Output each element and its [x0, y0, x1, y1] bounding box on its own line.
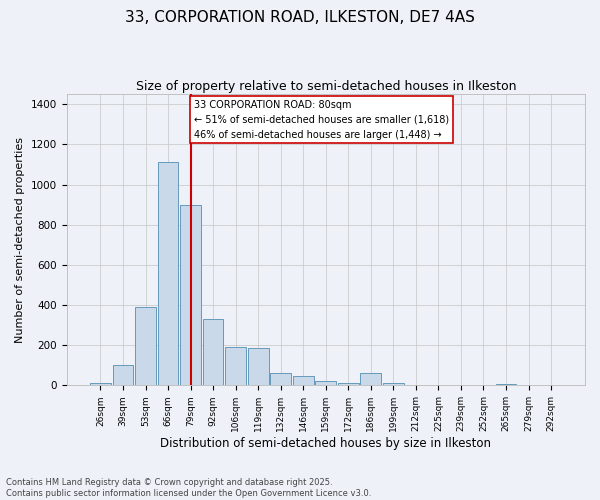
Text: Contains HM Land Registry data © Crown copyright and database right 2025.
Contai: Contains HM Land Registry data © Crown c…: [6, 478, 371, 498]
Bar: [225, 347, 246, 386]
Bar: [135, 307, 156, 386]
Bar: [496, 384, 517, 386]
Bar: [90, 384, 111, 386]
Bar: [203, 319, 223, 386]
Bar: [383, 384, 404, 386]
Title: Size of property relative to semi-detached houses in Ilkeston: Size of property relative to semi-detach…: [136, 80, 516, 93]
Bar: [113, 366, 133, 386]
Bar: [316, 382, 336, 386]
Text: 33 CORPORATION ROAD: 80sqm
← 51% of semi-detached houses are smaller (1,618)
46%: 33 CORPORATION ROAD: 80sqm ← 51% of semi…: [194, 100, 449, 140]
Bar: [180, 204, 201, 386]
Bar: [293, 376, 314, 386]
Bar: [158, 162, 178, 386]
Bar: [361, 374, 381, 386]
Bar: [248, 348, 269, 386]
Bar: [338, 384, 359, 386]
Y-axis label: Number of semi-detached properties: Number of semi-detached properties: [15, 137, 25, 343]
Text: 33, CORPORATION ROAD, ILKESTON, DE7 4AS: 33, CORPORATION ROAD, ILKESTON, DE7 4AS: [125, 10, 475, 25]
X-axis label: Distribution of semi-detached houses by size in Ilkeston: Distribution of semi-detached houses by …: [160, 437, 491, 450]
Bar: [271, 374, 291, 386]
